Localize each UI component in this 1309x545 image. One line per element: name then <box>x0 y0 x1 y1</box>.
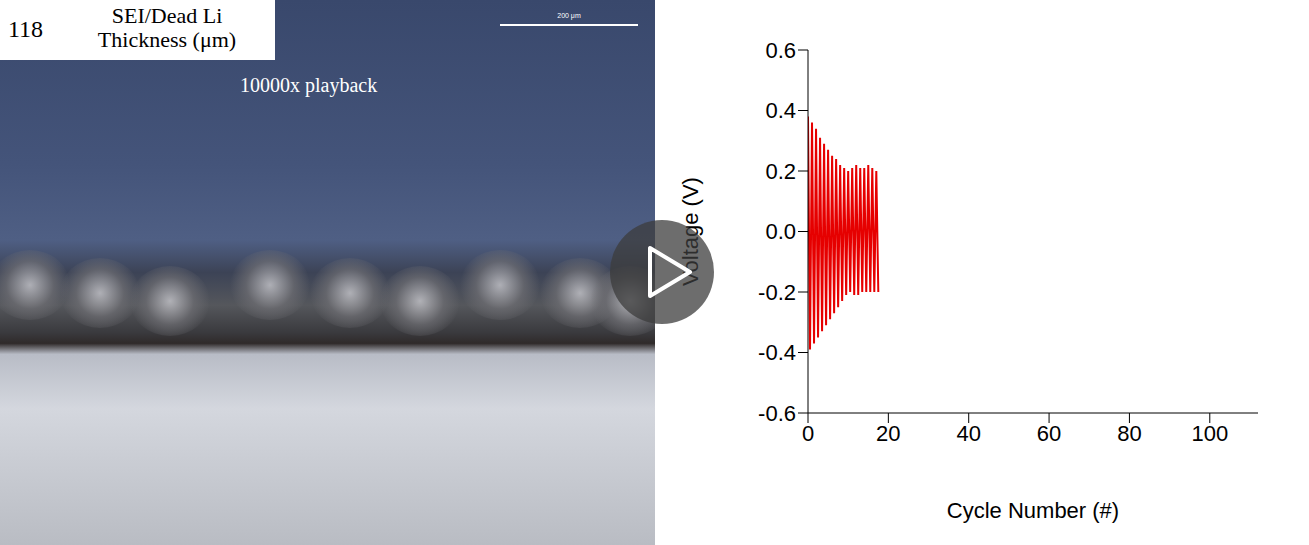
svg-text:100: 100 <box>1191 421 1228 446</box>
svg-text:-0.2: -0.2 <box>758 280 796 305</box>
svg-text:0: 0 <box>802 421 814 446</box>
svg-text:80: 80 <box>1117 421 1141 446</box>
html-text:SEI/Dead Li Thickness (μm): SEI/Dead Li Thickness (μm) <box>97 3 237 52</box>
svg-text:60: 60 <box>1037 421 1061 446</box>
html-text:118: 118 <box>8 16 44 42</box>
svg-text:-0.6: -0.6 <box>758 401 796 426</box>
html-text:200 μm: 200 μm <box>557 12 581 19</box>
html-text:10000x playback: 10000x playback <box>240 74 378 96</box>
svg-text:Cycle Number (#): Cycle Number (#) <box>947 498 1119 523</box>
svg-text:20: 20 <box>876 421 900 446</box>
svg-text:0.6: 0.6 <box>765 38 796 63</box>
svg-text:0.0: 0.0 <box>765 219 796 244</box>
svg-text:0.4: 0.4 <box>765 98 796 123</box>
svg-text:0.2: 0.2 <box>765 159 796 184</box>
svg-text:40: 40 <box>956 421 980 446</box>
svg-text:-0.4: -0.4 <box>758 340 796 365</box>
